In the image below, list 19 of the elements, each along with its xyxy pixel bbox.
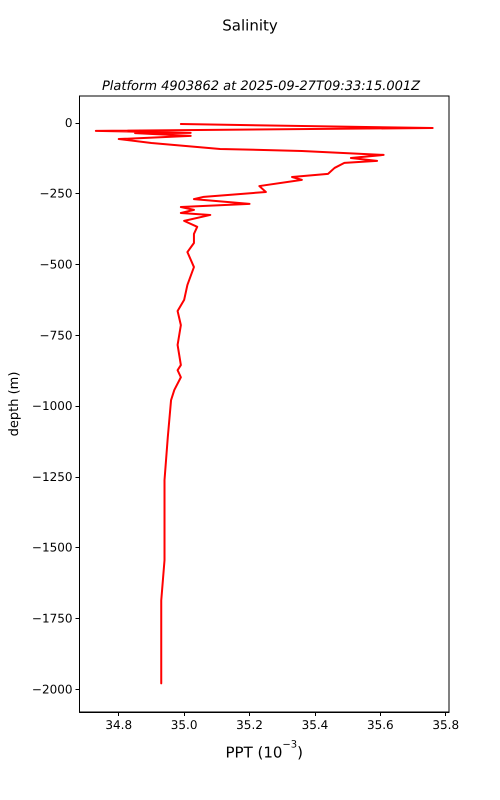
x-tick-label: 35.0 <box>170 718 198 732</box>
x-tick-label: 35.8 <box>432 718 460 732</box>
line-series <box>94 123 434 684</box>
x-tick-label: 34.8 <box>105 718 132 732</box>
y-tick-label: −750 <box>40 328 72 342</box>
x-tick-label: 35.2 <box>236 718 263 732</box>
x-tick-label: 35.6 <box>366 718 394 732</box>
y-axis-title: depth (m) <box>7 372 22 436</box>
chart-subtitle: Platform 4903862 at 2025-09-27T09:33:15.001Z <box>102 79 422 94</box>
y-tick-label: −1000 <box>32 399 72 414</box>
y-tick-label: −500 <box>40 258 72 272</box>
x-tick-label: 35.4 <box>302 718 328 732</box>
y-tick-label: −1750 <box>32 612 72 626</box>
y-tick-label: −1500 <box>32 540 72 555</box>
y-tick-label: −250 <box>40 186 72 201</box>
chart-title: Salinity <box>222 16 278 34</box>
y-tick-label: −2000 <box>32 682 72 696</box>
y-tick-label: 0 <box>64 116 72 130</box>
y-tick-label: −1250 <box>32 470 72 484</box>
